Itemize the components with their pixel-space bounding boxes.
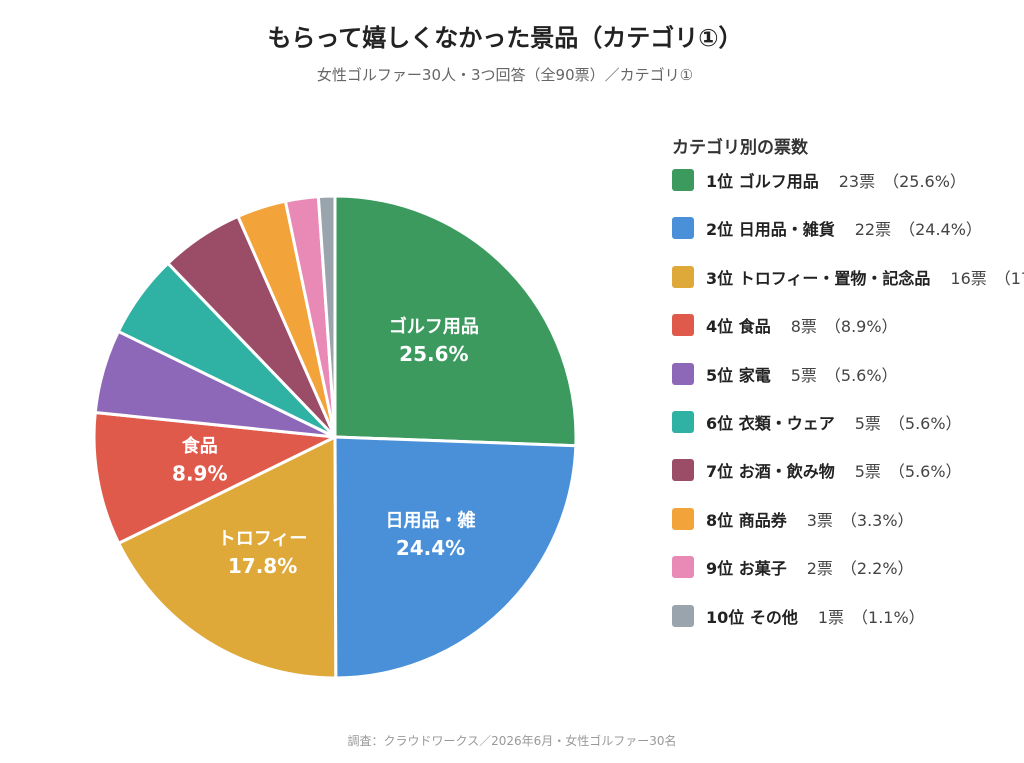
legend-item-7: 7位 お酒・飲み物 5票 （5.6%）	[672, 458, 1024, 482]
legend-item-8: 8位 商品券 3票 （3.3%）	[672, 507, 1024, 531]
legend-item-4: 4位 食品 8票 （8.9%）	[672, 313, 1024, 337]
slice-label-2: 日用品・雑	[386, 510, 476, 532]
pie-labels: ゴルフ用品 25.6% 日用品・雑 24.4% トロフィー 17.8% 食品 8.9%	[172, 316, 479, 579]
legend-percent: （24.4%）	[899, 220, 982, 240]
legend-count: 16票	[950, 268, 987, 288]
slice-percent-3: 17.8%	[228, 554, 297, 578]
legend-label: 9位 お菓子	[706, 559, 787, 579]
chart-subtitle: 女性ゴルファー30人・3つ回答（全90票）／カテゴリ①	[316, 66, 694, 84]
legend-swatch	[672, 410, 694, 433]
legend-count: 22票	[854, 220, 892, 240]
legend-count: 1票	[817, 607, 845, 627]
legend-count: 5票	[790, 365, 817, 385]
legend-percent: （3.3%）	[840, 510, 914, 530]
legend-swatch	[672, 265, 694, 288]
legend-item-3: 3位 トロフィー・置物・記念品 16票 （17.8%）	[672, 265, 1024, 289]
pie-slice-3	[117, 435, 338, 680]
slice-label-1: ゴルフ用品	[389, 316, 479, 338]
legend-label: 3位 トロフィー・置物・記念品	[706, 268, 931, 288]
legend-percent: （5.6%）	[824, 365, 898, 385]
legend-swatch	[672, 217, 694, 240]
legend-items: 1位 ゴルフ用品 23票 （25.6%） 2位 日用品・雑貨 22票 （24.4%） 3位 …	[672, 168, 1024, 628]
legend-count: 8票	[790, 317, 817, 337]
legend-title: カテゴリ別の票数	[672, 138, 808, 158]
legend-percent: （5.6%）	[888, 462, 962, 482]
legend-percent: （2.2%）	[840, 559, 914, 579]
legend-percent: （5.6%）	[888, 413, 962, 433]
legend-item-10: 10位 その他 1票 （1.1%）	[672, 604, 1024, 628]
pie-slice-4	[92, 410, 337, 545]
pie-slice-1	[333, 194, 578, 448]
legend-label: 6位 衣類・ウェア	[706, 413, 835, 433]
legend-label: 10位 その他	[706, 607, 798, 627]
legend-swatch	[672, 604, 694, 627]
legend-count: 5票	[854, 462, 881, 482]
legend-swatch	[672, 507, 694, 530]
legend-count: 3票	[806, 510, 833, 530]
pie-slice-10	[316, 194, 337, 439]
legend-swatch	[672, 556, 694, 579]
legend-percent: （25.6%）	[883, 172, 966, 191]
slice-label-4: 食品	[181, 435, 218, 457]
legend-count: 5票	[854, 413, 881, 433]
slice-label-3: トロフィー	[218, 529, 308, 550]
pie-chart: ゴルフ用品 25.6% 日用品・雑 24.4% トロフィー 17.8% 食品 8.9%	[92, 194, 578, 680]
legend-label: 8位 商品券	[706, 510, 787, 530]
legend-item-2: 2位 日用品・雑貨 22票 （24.4%）	[672, 216, 1024, 240]
legend-item-1: 1位 ゴルフ用品 23票 （25.6%）	[672, 168, 1024, 192]
legend-swatch	[672, 169, 694, 191]
legend-item-6: 6位 衣類・ウェア 5票 （5.6%）	[672, 410, 1024, 434]
legend-label: 4位 食品	[706, 317, 771, 337]
legend-swatch	[672, 314, 694, 337]
slice-percent-1: 25.6%	[399, 342, 468, 366]
slice-percent-4: 8.9%	[172, 462, 227, 486]
legend-percent: （17.8%）	[994, 268, 1024, 288]
legend-swatch	[672, 362, 694, 385]
legend-label: 7位 お酒・飲み物	[706, 462, 835, 482]
slice-percent-2: 24.4%	[396, 536, 465, 560]
chart-footer: 調査：クラウドワークス／2026年6月・女性ゴルファー30名	[347, 734, 677, 748]
legend-count: 23票	[838, 172, 876, 191]
legend-percent: （8.9%）	[824, 317, 898, 337]
legend-label: 2位 日用品・雑貨	[706, 220, 835, 240]
legend-label: 1位 ゴルフ用品	[706, 172, 819, 191]
pie-slice-2	[333, 435, 578, 680]
legend: カテゴリ別の票数 1位 ゴルフ用品 23票 （25.6%） 2位 日用品・雑貨 22票 （…	[672, 133, 1024, 652]
legend-item-5: 5位 家電 5票 （5.6%）	[672, 362, 1024, 386]
legend-percent: （1.1%）	[852, 607, 925, 627]
legend-count: 2票	[806, 559, 833, 579]
chart-title: もらって嬉しくなかった景品（カテゴリ①）	[267, 24, 743, 52]
legend-swatch	[672, 459, 694, 482]
pie-slices	[92, 194, 578, 680]
legend-item-9: 9位 お菓子 2票 （2.2%）	[672, 555, 1024, 579]
legend-label: 5位 家電	[706, 365, 771, 385]
